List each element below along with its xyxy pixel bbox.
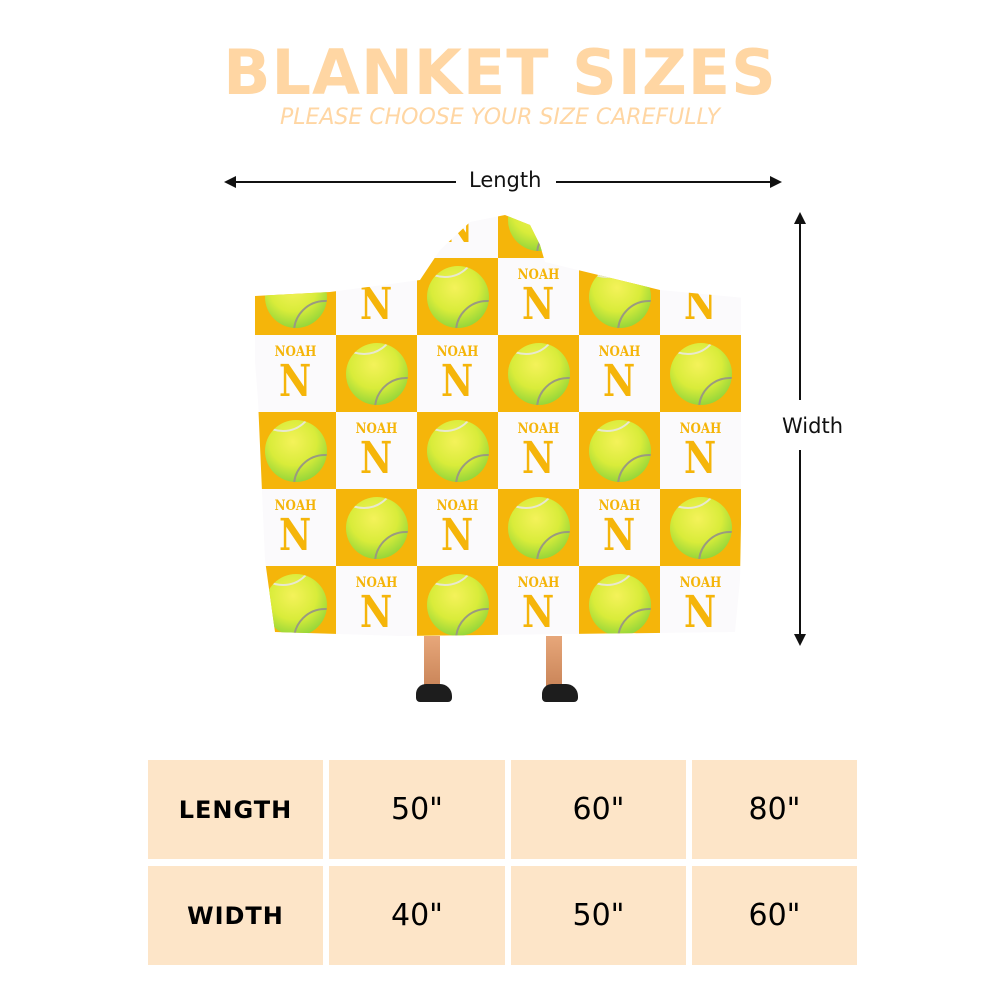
size-value-cell: 50" (329, 760, 505, 859)
pattern-name-text: NOAH (355, 420, 398, 437)
size-value-cell: 80" (692, 760, 857, 859)
tennis-ball-icon (507, 496, 570, 559)
pattern-tile-ball (336, 335, 417, 412)
pattern-tile-ball (336, 489, 417, 566)
pattern-tile-ball (579, 412, 660, 489)
pattern-tile-ball (417, 258, 498, 335)
pattern-tile-ball (498, 489, 579, 566)
pattern-tile-ball (660, 335, 741, 412)
pattern-tile-name: NOAH N (660, 412, 741, 489)
pattern-name-text: NOAH (274, 343, 317, 360)
pattern-tile-ball (579, 566, 660, 636)
tennis-ball-icon (507, 342, 570, 405)
left-shoe (416, 684, 452, 702)
tennis-ball-icon (426, 419, 489, 482)
tennis-ball-icon (588, 573, 651, 636)
pattern-tile-name: NOAH N (498, 258, 579, 335)
pattern-tile-ball (417, 412, 498, 489)
size-value-cell: 60" (511, 760, 686, 859)
pattern-tile-name: NOAH N (336, 412, 417, 489)
pattern-initial-text: N (279, 509, 312, 561)
length-arrow (224, 176, 782, 188)
pattern-initial-text: N (360, 278, 393, 330)
pattern-name-text: NOAH (355, 574, 398, 591)
pattern-initial-text: N (603, 355, 636, 407)
pattern-name-text: NOAH (679, 420, 722, 437)
pattern-tile-name: NOAH N (579, 489, 660, 566)
tennis-ball-icon (669, 496, 732, 559)
pattern-initial-text: N (522, 432, 555, 484)
pattern-tile-name: NOAH N (255, 489, 336, 566)
pattern-name-text: NOAH (517, 266, 560, 283)
size-value-cell: 60" (692, 866, 857, 965)
pattern-initial-text: N (360, 432, 393, 484)
pattern-initial-text: N (603, 509, 636, 561)
size-row-header: WIDTH (148, 866, 323, 965)
pattern-initial-text: N (441, 355, 474, 407)
tennis-ball-icon (426, 265, 489, 328)
pattern-initial-text: N (441, 509, 474, 561)
pattern-name-text: NOAH (679, 574, 722, 591)
pattern-initial-text: N (522, 278, 555, 330)
pattern-tile-name: NOAH N (498, 566, 579, 638)
pattern-initial-text: N (279, 355, 312, 407)
pattern-tile-name: NOAH N (579, 335, 660, 412)
tennis-ball-icon (588, 419, 651, 482)
pattern-initial-text: N (522, 586, 555, 638)
tennis-ball-icon (264, 573, 327, 636)
tennis-ball-icon (669, 342, 732, 405)
pattern-initial-text: N (684, 432, 717, 484)
pattern-tile-name: NOAH N (417, 489, 498, 566)
pattern-name-text: NOAH (598, 343, 641, 360)
pattern-tile-ball (417, 566, 498, 636)
pattern-name-text: NOAH (436, 497, 479, 514)
page-subtitle: PLEASE CHOOSE YOUR SIZE CAREFULLY (279, 105, 721, 130)
pattern-tile-name: NOAH N (336, 566, 417, 638)
tennis-ball-icon (345, 496, 408, 559)
width-arrow (794, 212, 806, 646)
pattern-initial-text: N (684, 586, 717, 638)
tennis-ball-icon (345, 342, 408, 405)
pattern-tile-name: NOAH N (417, 335, 498, 412)
pattern-name-text: NOAH (274, 497, 317, 514)
size-row-header: LENGTH (148, 760, 323, 859)
size-value-cell: 50" (511, 866, 686, 965)
size-value-cell: 40" (329, 866, 505, 965)
pattern-name-text: NOAH (517, 420, 560, 437)
pattern-tile-ball (498, 335, 579, 412)
width-label: Width (782, 414, 844, 438)
right-shoe (542, 684, 578, 702)
pattern-name-text: NOAH (598, 497, 641, 514)
pattern-tile-name: NOAH N (498, 412, 579, 489)
tennis-ball-icon (426, 573, 489, 636)
tennis-ball-icon (264, 419, 327, 482)
pattern-tile-name: NOAH N (660, 566, 741, 638)
length-label: Length (469, 168, 542, 192)
page-title: BLANKET SIZES (223, 36, 777, 109)
pattern-initial-text: N (360, 586, 393, 638)
pattern-tile-name: NOAH N (255, 335, 336, 412)
pattern-tile-ball (255, 412, 336, 489)
pattern-tile-ball (660, 489, 741, 566)
pattern-name-text: NOAH (436, 343, 479, 360)
pattern-name-text: NOAH (517, 574, 560, 591)
